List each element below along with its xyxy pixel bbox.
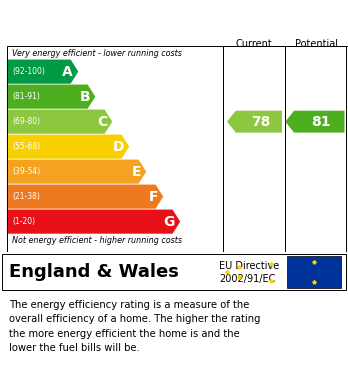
Text: A: A [62,65,73,79]
Text: E: E [132,165,141,179]
Polygon shape [285,111,345,133]
Text: (1-20): (1-20) [12,217,35,226]
Polygon shape [7,84,95,109]
Text: 81: 81 [311,115,331,129]
Polygon shape [227,111,282,133]
Text: (81-91): (81-91) [12,92,40,101]
Polygon shape [7,185,163,209]
Text: (92-100): (92-100) [12,67,45,76]
Polygon shape [7,160,146,184]
Bar [7,47,223,252]
Bar [287,256,341,288]
Text: Energy Efficiency Rating: Energy Efficiency Rating [9,9,230,23]
Text: (69-80): (69-80) [12,117,40,126]
Text: The energy efficiency rating is a measure of the
overall efficiency of a home. T: The energy efficiency rating is a measur… [9,300,260,353]
Bar [285,47,346,252]
Polygon shape [7,59,78,84]
Text: (21-38): (21-38) [12,192,40,201]
Text: B: B [79,90,90,104]
Polygon shape [7,210,180,234]
Text: EU Directive
2002/91/EC: EU Directive 2002/91/EC [219,260,279,284]
Polygon shape [7,109,112,134]
Polygon shape [7,135,129,159]
Text: England & Wales: England & Wales [9,263,179,281]
Text: Current: Current [236,39,272,48]
Bar [223,47,285,252]
Text: Potential: Potential [295,39,338,48]
Text: D: D [112,140,124,154]
Text: G: G [164,215,175,229]
Text: (39-54): (39-54) [12,167,40,176]
Text: (55-68): (55-68) [12,142,40,151]
Text: Very energy efficient - lower running costs: Very energy efficient - lower running co… [12,48,182,57]
Text: F: F [149,190,158,204]
Text: 78: 78 [251,115,270,129]
Text: Not energy efficient - higher running costs: Not energy efficient - higher running co… [12,236,182,245]
Text: C: C [97,115,107,129]
